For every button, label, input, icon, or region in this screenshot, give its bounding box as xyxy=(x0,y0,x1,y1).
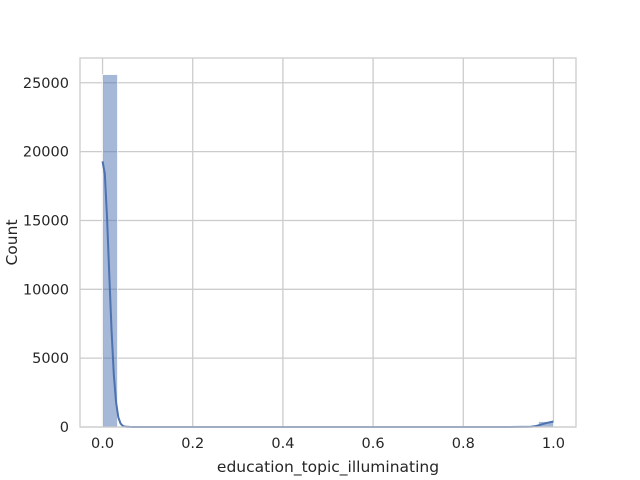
x-tick-label: 0.6 xyxy=(362,436,385,452)
y-axis-label: Count xyxy=(3,219,21,265)
y-tick-label: 25000 xyxy=(23,76,69,92)
x-tick-label: 0.2 xyxy=(181,436,204,452)
kde-curve xyxy=(101,161,554,428)
x-tick-label: 1.0 xyxy=(542,436,565,452)
x-axis-ticks: 0.0 0.2 0.4 0.6 0.8 1.0 xyxy=(91,436,565,452)
x-tick-label: 0.8 xyxy=(452,436,475,452)
x-tick-label: 0.4 xyxy=(271,436,294,452)
y-tick-label: 15000 xyxy=(23,213,69,229)
y-tick-label: 10000 xyxy=(23,282,69,298)
y-tick-label: 0 xyxy=(60,420,69,436)
plot-frame xyxy=(79,57,577,428)
y-tick-label: 5000 xyxy=(32,351,69,367)
y-axis-ticks: 0 5000 10000 15000 20000 25000 xyxy=(23,76,69,436)
x-axis-label: education_topic_illuminating xyxy=(217,458,439,477)
grid-lines xyxy=(80,58,576,428)
x-tick-label: 0.0 xyxy=(91,436,114,452)
y-tick-label: 20000 xyxy=(23,145,69,161)
histogram-bars xyxy=(102,74,554,428)
histogram-bar-0 xyxy=(102,74,118,428)
